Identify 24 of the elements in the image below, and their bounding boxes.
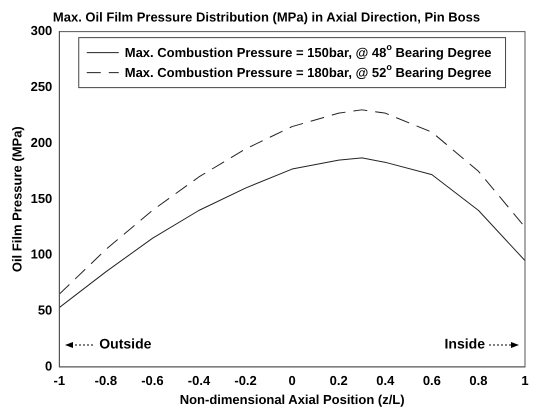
chart-title: Max. Oil Film Pressure Distribution (MPa) in Axial Direction, Pin Boss xyxy=(52,9,480,24)
y-tick-label: 150 xyxy=(30,190,52,206)
x-tick-label: -0.8 xyxy=(94,373,118,388)
x-tick-label: -0.4 xyxy=(188,373,211,388)
x-tick-label: 0.8 xyxy=(469,373,488,388)
y-tick-label: 100 xyxy=(30,246,52,262)
x-tick-label: 1 xyxy=(521,373,529,388)
x-tick-label: -0.2 xyxy=(234,373,257,388)
y-tick-label: 250 xyxy=(30,79,52,94)
x-axis-title: Non-dimensional Axial Position (z/L) xyxy=(180,392,405,407)
x-tick-label: 0.6 xyxy=(422,373,441,388)
x-tick-label: 0.4 xyxy=(376,373,396,388)
y-axis-title: Oil Film Pressure (MPa) xyxy=(9,126,24,272)
x-tick-label: 0 xyxy=(288,373,296,388)
annotation: Outside xyxy=(99,336,152,352)
x-tick-label: -1 xyxy=(54,373,66,388)
x-tick-label: -0.6 xyxy=(141,373,164,388)
annotation: Inside xyxy=(444,336,486,352)
line-series xyxy=(59,109,525,295)
y-tick-label: 50 xyxy=(38,302,52,318)
y-tick-label: 0 xyxy=(45,358,52,374)
y-tick-label: 300 xyxy=(30,23,52,38)
x-tick-label: 0.2 xyxy=(330,373,348,388)
y-tick-label: 200 xyxy=(30,134,52,150)
